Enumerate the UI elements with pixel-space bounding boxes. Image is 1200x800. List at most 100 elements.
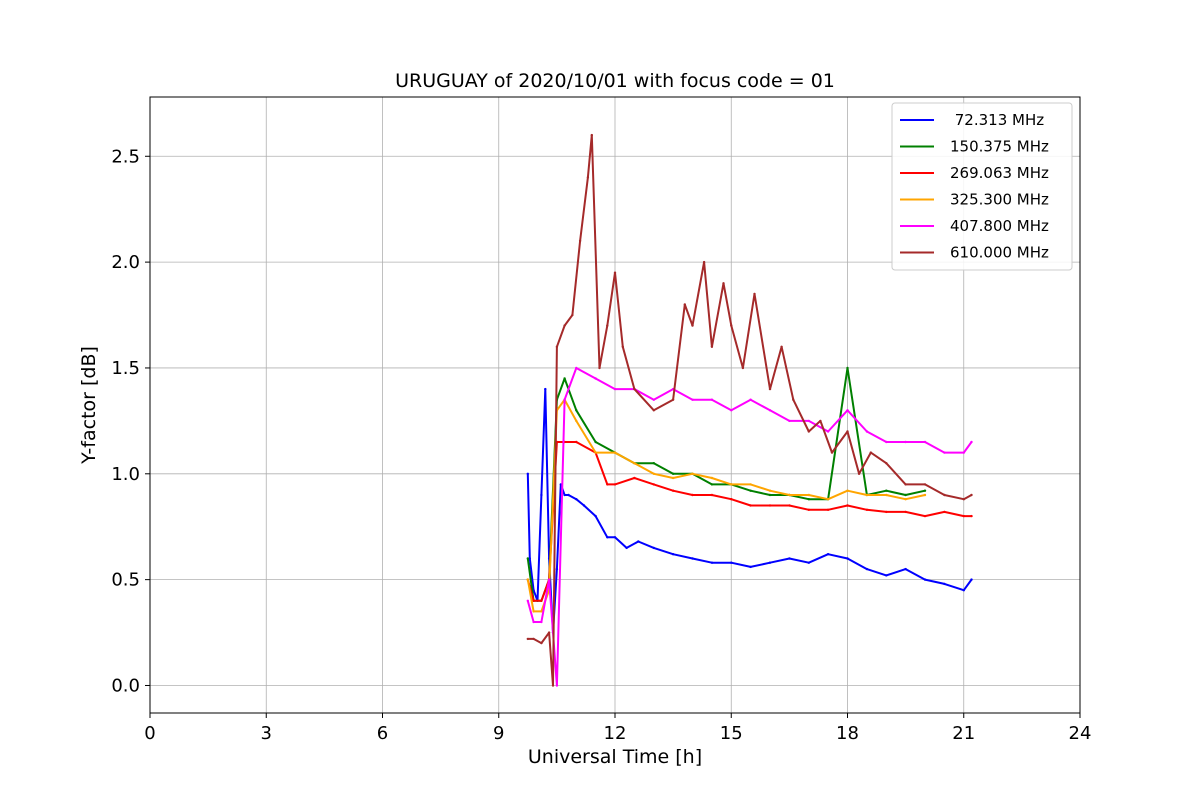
data-point (904, 493, 907, 497)
data-point (567, 493, 570, 497)
data-point (532, 637, 535, 641)
data-point (943, 582, 946, 586)
data-point (826, 553, 830, 556)
data-point (768, 387, 772, 391)
data-point (885, 510, 888, 514)
data-point (749, 565, 752, 569)
data-point (710, 345, 714, 348)
data-point (671, 476, 675, 480)
data-point (575, 419, 578, 423)
data-point (547, 578, 551, 581)
data-point (865, 430, 869, 433)
data-point (540, 620, 543, 624)
data-point (730, 483, 733, 486)
data-point (586, 176, 590, 179)
data-point (885, 493, 888, 497)
data-point (633, 387, 636, 391)
data-point (575, 366, 578, 370)
data-point (606, 536, 609, 539)
x-tick-label: 24 (1069, 723, 1092, 744)
data-point (551, 684, 555, 687)
legend-label: 610.000 MHz (950, 244, 1049, 262)
data-point (826, 508, 830, 511)
data-point (532, 599, 535, 602)
data-point (544, 387, 547, 391)
data-point (749, 398, 752, 401)
data-point (621, 345, 624, 348)
data-point (540, 599, 543, 602)
data-point (613, 536, 617, 539)
data-point (710, 561, 714, 564)
data-point (625, 546, 628, 550)
legend-box (891, 102, 1073, 271)
y-tick-label: 1.0 (111, 464, 140, 485)
data-point (575, 498, 578, 501)
data-point (710, 483, 714, 486)
y-tick-label: 2.0 (111, 252, 140, 273)
data-point (526, 599, 529, 602)
data-point (571, 313, 574, 317)
data-point (753, 292, 756, 296)
data-point (923, 514, 927, 518)
data-point (869, 451, 872, 454)
x-tick-label: 15 (720, 723, 743, 744)
data-point (749, 489, 752, 492)
data-point (652, 409, 655, 412)
data-point (606, 324, 609, 327)
data-point (807, 419, 810, 423)
data-point (671, 553, 675, 556)
data-point (780, 345, 783, 348)
series-line-4 (526, 367, 973, 687)
data-point (749, 504, 752, 507)
data-point (652, 462, 655, 465)
data-point (970, 578, 973, 581)
series-lines (526, 133, 973, 687)
data-point (807, 508, 810, 511)
data-point (885, 462, 888, 465)
data-point (885, 489, 888, 492)
data-point (671, 489, 675, 492)
data-point (846, 557, 849, 560)
legend: 72.313 MHz 150.375 MHz 269.063 MHz 325.300 … (891, 102, 1073, 271)
data-point (526, 557, 529, 560)
data-point (652, 483, 655, 486)
data-point (865, 493, 869, 497)
data-point (923, 440, 927, 444)
data-point (830, 451, 834, 454)
data-point (563, 398, 566, 401)
x-tick-label: 0 (144, 723, 155, 744)
data-point (575, 409, 578, 412)
data-point (555, 684, 559, 687)
data-point (532, 610, 535, 613)
x-tick-label: 18 (836, 723, 859, 744)
data-point (526, 578, 529, 581)
data-point (710, 398, 714, 401)
data-point (613, 271, 617, 274)
data-point (590, 133, 593, 137)
y-tick-label: 1.5 (111, 358, 140, 379)
data-point (683, 303, 686, 306)
x-tick-label: 6 (377, 723, 388, 744)
data-point (578, 239, 582, 243)
data-point (962, 451, 965, 454)
data-point (613, 387, 617, 391)
data-point (904, 498, 907, 501)
data-point (962, 589, 965, 592)
data-point (846, 430, 849, 433)
data-point (594, 440, 597, 444)
data-point (575, 440, 578, 444)
data-point (923, 493, 927, 497)
data-point (547, 631, 551, 634)
data-point (792, 398, 795, 401)
data-point (671, 398, 675, 401)
data-point (555, 567, 559, 571)
data-point (652, 546, 655, 550)
y-tick-label: 0.5 (111, 570, 140, 591)
data-point (633, 462, 636, 465)
data-point (970, 514, 973, 518)
data-point (904, 483, 907, 486)
data-point (526, 472, 529, 475)
data-point (702, 260, 706, 264)
data-point (807, 493, 810, 497)
